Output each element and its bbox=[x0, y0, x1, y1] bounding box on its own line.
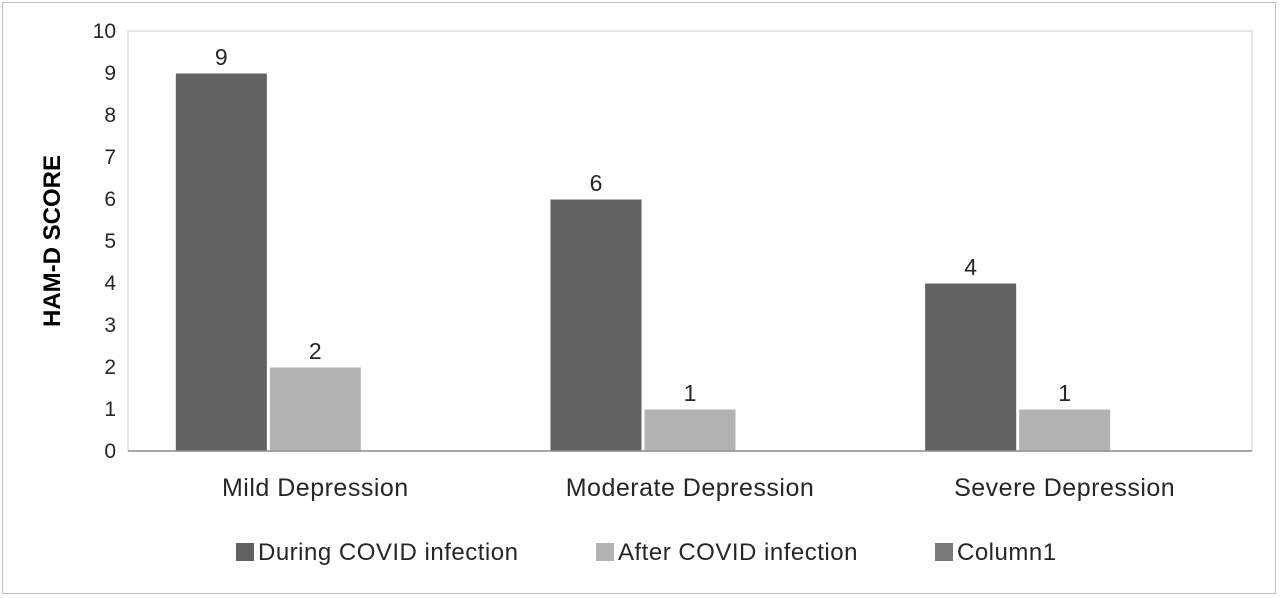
legend-item: After COVID infection bbox=[596, 539, 858, 566]
y-tick-label: 9 bbox=[104, 62, 116, 85]
y-tick-label: 5 bbox=[104, 230, 116, 253]
legend: During COVID infection After COVID infect… bbox=[236, 539, 1057, 566]
legend-item: During COVID infection bbox=[236, 539, 518, 566]
y-tick-label: 0 bbox=[104, 440, 116, 463]
category-label: Moderate Depression bbox=[566, 474, 815, 502]
y-tick-label: 8 bbox=[104, 104, 116, 127]
data-label: 9 bbox=[215, 44, 228, 70]
y-tick-label: 1 bbox=[104, 398, 116, 421]
y-axis-ticks: 0 1 2 3 4 5 6 7 8 9 10 bbox=[93, 20, 117, 463]
bar bbox=[174, 72, 268, 452]
data-label: 2 bbox=[309, 338, 322, 364]
bar bbox=[924, 282, 1018, 452]
y-tick-label: 4 bbox=[104, 272, 116, 295]
legend-label: Column1 bbox=[957, 539, 1057, 566]
legend-swatch bbox=[596, 543, 614, 561]
bar bbox=[1018, 408, 1112, 452]
bars bbox=[174, 72, 1112, 452]
data-label: 4 bbox=[964, 254, 977, 280]
data-label: 1 bbox=[684, 380, 697, 406]
legend-swatch bbox=[935, 543, 953, 561]
data-labels: 9 2 6 1 4 1 bbox=[215, 44, 1071, 406]
legend-label: After COVID infection bbox=[618, 539, 858, 566]
bar bbox=[549, 198, 643, 452]
y-axis-title: HAM-D SCORE bbox=[39, 155, 66, 327]
bar bbox=[643, 408, 737, 452]
y-tick-label: 7 bbox=[104, 146, 116, 169]
legend-item: Column1 bbox=[935, 539, 1057, 566]
legend-swatch bbox=[236, 543, 254, 561]
data-label: 6 bbox=[590, 170, 603, 196]
y-tick-label: 2 bbox=[104, 356, 116, 379]
bar bbox=[268, 366, 362, 452]
x-axis-categories: Mild Depression Moderate Depression Severe… bbox=[222, 474, 1175, 502]
category-label: Severe Depression bbox=[954, 474, 1175, 502]
data-label: 1 bbox=[1058, 380, 1071, 406]
y-tick-label: 3 bbox=[104, 314, 116, 337]
legend-label: During COVID infection bbox=[258, 539, 518, 566]
y-tick-label: 6 bbox=[104, 188, 116, 211]
y-tick-label: 10 bbox=[93, 20, 116, 43]
category-label: Mild Depression bbox=[222, 474, 409, 502]
